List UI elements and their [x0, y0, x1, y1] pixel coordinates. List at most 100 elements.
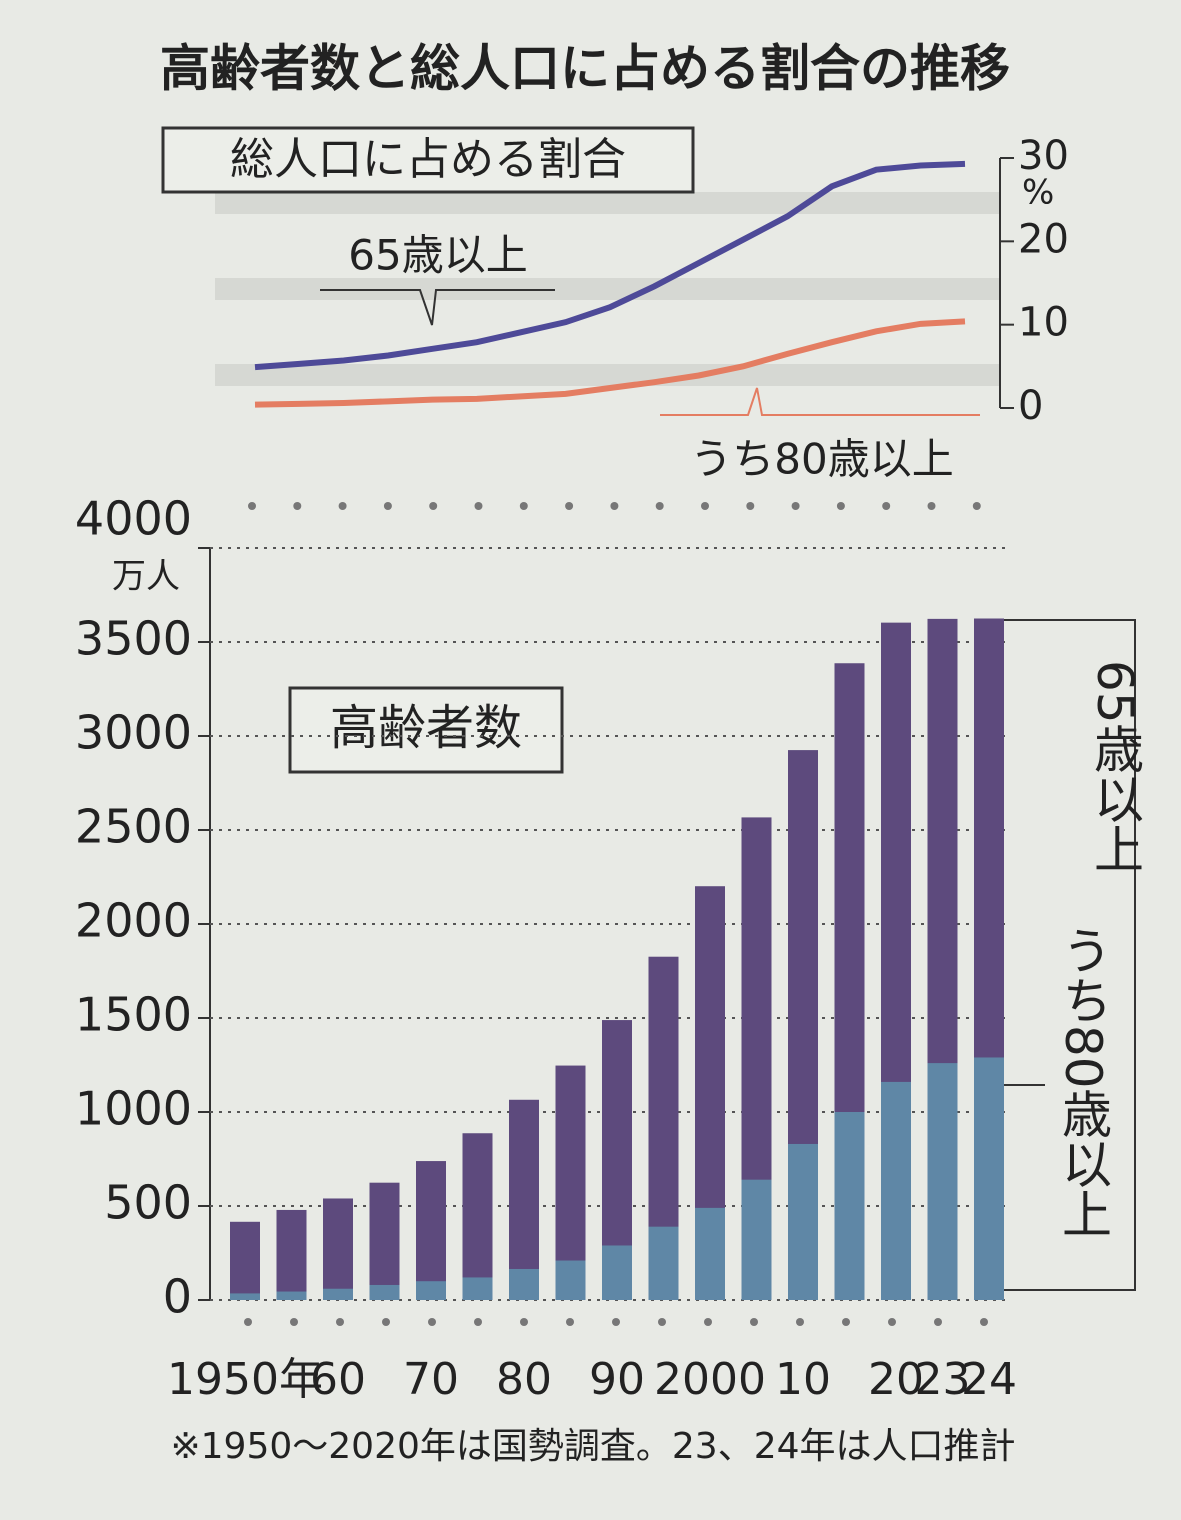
y-tick-label: 1000 [75, 1082, 192, 1136]
line [254, 160, 966, 371]
bar [462, 1133, 493, 1300]
label-box [161, 126, 695, 194]
y-tick-label: 3000 [75, 706, 192, 760]
dot [566, 1318, 574, 1326]
dot [382, 1318, 390, 1326]
callout [320, 289, 555, 326]
series-label: 65歳以上 [348, 231, 527, 280]
dot [704, 1318, 712, 1326]
x-tick-label: 1950年 [167, 1354, 323, 1405]
y-tick-label: 1500 [75, 988, 192, 1042]
y-tick-label: 0 [1018, 383, 1043, 429]
y-unit: % [1022, 173, 1054, 213]
dot [750, 1318, 758, 1326]
x-tick-label: 2000 [654, 1354, 766, 1405]
dot [701, 502, 709, 510]
dot [791, 502, 800, 510]
bar [230, 1293, 260, 1300]
dot [972, 502, 981, 510]
series-label: うち80歳以上 [690, 435, 953, 484]
dot [244, 1318, 252, 1326]
x-tick-label: 80 [496, 1354, 552, 1405]
bar [416, 1281, 446, 1300]
dot [882, 502, 891, 510]
legend-entry: うち80歳以上 [1054, 925, 1112, 1239]
bracket [1000, 619, 1136, 1291]
bar [369, 1182, 400, 1300]
y-tick-label: 0 [163, 1270, 192, 1324]
bar [788, 1143, 818, 1300]
band [215, 364, 1000, 386]
bar [323, 1288, 353, 1300]
bar [369, 1284, 400, 1300]
dot [927, 502, 936, 510]
dot [612, 1318, 620, 1326]
x-tick-label: 10 [775, 1354, 831, 1405]
dot [336, 1318, 344, 1326]
dot [519, 502, 528, 510]
line-chart-title: 総人口に占める割合 [230, 134, 626, 185]
dot [293, 502, 302, 510]
bar [555, 1260, 586, 1300]
dot [565, 502, 574, 510]
y-tick-label: 500 [104, 1176, 192, 1230]
dot [836, 502, 845, 510]
dot [520, 1318, 528, 1326]
legend-entry: 65歳以上 [1086, 660, 1144, 874]
dot [338, 502, 347, 510]
dot [934, 1318, 942, 1326]
footnote: ※1950〜2020年は国勢調査。23、24年は人口推計 [170, 1426, 1015, 1467]
dot [610, 502, 619, 510]
y-unit: 万人 [112, 557, 180, 597]
band [215, 278, 1000, 300]
y-tick-label: 2000 [75, 894, 192, 948]
dot [658, 1318, 666, 1326]
x-tick-label: 90 [589, 1354, 645, 1405]
title: 高齢者数と総人口に占める割合の推移 [160, 40, 1010, 98]
callout [660, 387, 980, 416]
bar [881, 1081, 911, 1300]
y-tick-label: 3500 [75, 612, 192, 666]
dot [655, 502, 664, 510]
dot [428, 1318, 436, 1326]
dot [474, 1318, 482, 1326]
dot [980, 1318, 988, 1326]
bar [834, 1112, 865, 1300]
dot [842, 1318, 850, 1326]
dot [474, 502, 483, 510]
bar [974, 1057, 1004, 1300]
y-tick-label: 30 [1018, 133, 1069, 179]
bar [276, 1209, 307, 1300]
dot [290, 1318, 298, 1326]
bar [416, 1161, 446, 1300]
bar [509, 1099, 539, 1300]
bar [276, 1291, 307, 1300]
bar [648, 1226, 679, 1300]
y-tick-label: 4000 [75, 492, 192, 546]
dot [248, 502, 256, 510]
x-tick-label: 23 [915, 1354, 971, 1405]
dot [888, 1318, 896, 1326]
x-tick-label: 70 [403, 1354, 459, 1405]
dot [429, 502, 438, 510]
bar [741, 1179, 772, 1300]
bar [230, 1221, 260, 1300]
label-box [288, 686, 564, 774]
bar [509, 1268, 539, 1300]
bar [462, 1277, 493, 1300]
bar [602, 1245, 632, 1300]
bar [323, 1198, 353, 1300]
dot [383, 502, 392, 510]
x-tick-label: 60 [310, 1354, 366, 1405]
y-tick-label: 20 [1018, 216, 1069, 262]
x-tick-label: 24 [961, 1354, 1017, 1405]
x-tick-label: 20 [868, 1354, 924, 1405]
bar-chart-title: 高齢者数 [330, 700, 522, 756]
dot [796, 1318, 804, 1326]
y-tick-label: 2500 [75, 800, 192, 854]
bar [695, 1207, 725, 1300]
y-tick-label: 10 [1018, 300, 1069, 346]
band [215, 192, 1000, 214]
